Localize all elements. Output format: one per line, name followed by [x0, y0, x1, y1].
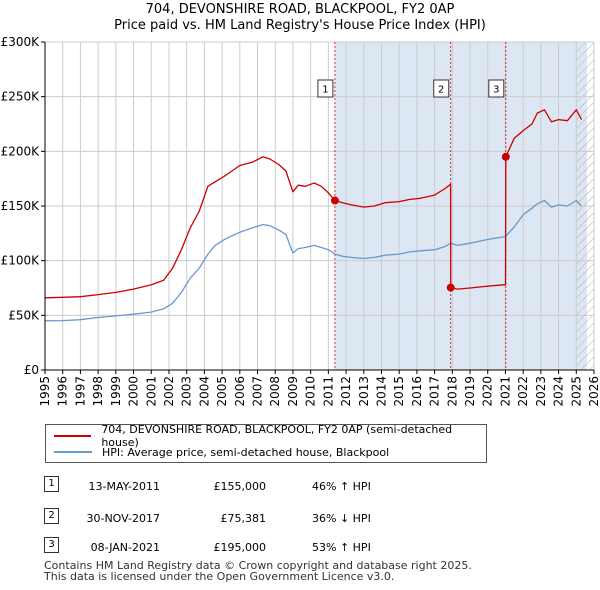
sale-marker-label: 2 — [438, 85, 444, 96]
sale-hpi-change: 46% ↑ HPI — [312, 480, 371, 493]
x-tick-label: 2004 — [197, 376, 211, 407]
x-tick-label: 2014 — [374, 376, 388, 407]
x-tick-label: 2025 — [569, 376, 583, 407]
legend-swatch-hpi — [54, 451, 92, 453]
sale-marker-label: 1 — [322, 85, 328, 96]
x-tick-label: 2023 — [534, 376, 548, 407]
y-tick-label: £200K — [1, 144, 41, 158]
sale-hpi-change: 53% ↑ HPI — [312, 541, 371, 554]
x-tick-label: 2020 — [481, 376, 495, 407]
x-tick-label: 2026 — [587, 376, 600, 407]
sale-marker-box — [488, 79, 505, 98]
sale-point — [330, 196, 339, 205]
chart-title: 704, DEVONSHIRE ROAD, BLACKPOOL, FY2 0AP… — [0, 2, 600, 34]
chart-title-line1: 704, DEVONSHIRE ROAD, BLACKPOOL, FY2 0AP — [145, 2, 455, 17]
x-tick-label: 1999 — [109, 376, 123, 407]
x-tick-label: 2005 — [215, 376, 229, 407]
x-tick-label: 2012 — [339, 376, 353, 407]
sale-number-badge: 2 — [44, 508, 59, 524]
sale-hpi-change: 36% ↓ HPI — [312, 512, 371, 525]
sale-date: 13-MAY-2011 — [88, 480, 160, 493]
y-tick-label: £100K — [1, 254, 41, 268]
x-tick-label: 2018 — [445, 376, 459, 407]
legend-swatch-property — [54, 435, 92, 437]
legend-label-property: 704, DEVONSHIRE ROAD, BLACKPOOL, FY2 0AP… — [101, 423, 453, 449]
sale-row: 3 08-JAN-2021 £195,000 53% ↑ HPI — [0, 537, 600, 559]
x-tick-label: 1996 — [56, 376, 70, 407]
x-tick-label: 2006 — [233, 376, 247, 407]
x-tick-label: 1997 — [73, 376, 87, 407]
x-tick-label: 2013 — [357, 376, 371, 407]
sale-price: £75,381 — [220, 512, 267, 525]
x-tick-label: 2015 — [392, 376, 406, 407]
x-tick-label: 2010 — [304, 376, 318, 407]
price-chart: 1 2 3 £0 £50K £100K £150K £200K £250K £300K 1995… — [1, 35, 600, 407]
legend-item-property: 704, DEVONSHIRE ROAD, BLACKPOOL, FY2 0AP… — [46, 423, 486, 449]
x-tick-label: 2024 — [552, 376, 566, 407]
x-tick-label: 2007 — [251, 376, 265, 407]
x-tick-label: 2022 — [516, 376, 530, 407]
x-tick-label: 2016 — [410, 376, 424, 407]
sale-date: 30-NOV-2017 — [86, 512, 160, 525]
sale-row: 2 30-NOV-2017 £75,381 36% ↓ HPI — [0, 508, 600, 530]
x-tick-label: 2008 — [268, 376, 282, 407]
sale-marker-label: 3 — [493, 85, 499, 96]
footer: Contains HM Land Registry data © Crown c… — [44, 560, 472, 582]
y-tick-label: £0 — [24, 363, 39, 377]
sale-marker-box — [317, 79, 334, 98]
x-tick-label: 2021 — [498, 376, 512, 407]
y-tick-label: £250K — [1, 90, 41, 104]
x-tick-label: 2001 — [144, 376, 158, 407]
footer-line2: This data is licensed under the Open Gov… — [44, 570, 395, 583]
y-tick-label: £50K — [8, 308, 40, 322]
x-tick-label: 2017 — [428, 376, 442, 407]
x-tick-label: 2003 — [180, 376, 194, 407]
legend: 704, DEVONSHIRE ROAD, BLACKPOOL, FY2 0AP… — [45, 423, 487, 463]
legend-item-hpi: HPI: Average price, semi-detached house,… — [46, 444, 389, 460]
x-tick-label: 2000 — [127, 376, 141, 407]
x-tick-label: 2002 — [162, 376, 176, 407]
sale-date: 08-JAN-2021 — [90, 541, 160, 554]
y-tick-label: £150K — [1, 199, 41, 213]
sale-marker-box — [433, 79, 450, 98]
hpi-line — [44, 199, 583, 322]
sale-number-badge: 1 — [44, 476, 59, 492]
sale-number-badge: 3 — [44, 537, 59, 553]
y-tick-label: £300K — [1, 35, 41, 49]
x-tick-label: 2019 — [463, 376, 477, 407]
chart-title-line2: Price paid vs. HM Land Registry's House … — [114, 18, 486, 33]
sale-point — [446, 283, 455, 292]
x-tick-label: 2011 — [321, 376, 335, 407]
sale-point — [501, 152, 510, 161]
sale-row: 1 13-MAY-2011 £155,000 46% ↑ HPI — [0, 476, 600, 498]
sale-price: £195,000 — [213, 541, 267, 554]
x-tick-label: 1995 — [38, 376, 52, 407]
legend-label-hpi: HPI: Average price, semi-detached house,… — [102, 445, 390, 459]
x-tick-label: 1998 — [91, 376, 105, 407]
sale-price: £155,000 — [213, 480, 267, 493]
x-tick-label: 2009 — [286, 376, 300, 407]
footer-line1: Contains HM Land Registry data © Crown c… — [44, 559, 472, 572]
